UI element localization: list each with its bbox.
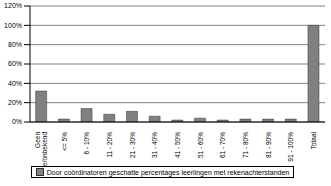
svg-text:41 - 50%: 41 - 50% [174, 132, 181, 158]
svg-text:71 - 80%: 71 - 80% [242, 132, 249, 158]
svg-text:100%: 100% [8, 22, 22, 29]
svg-text:20%: 20% [8, 99, 22, 106]
svg-text:<= 5%: <= 5% [61, 132, 68, 151]
svg-text:31 - 40%: 31 - 40% [151, 132, 158, 158]
svg-text:6 - 10%: 6 - 10% [83, 132, 90, 155]
svg-text:40%: 40% [8, 80, 22, 87]
svg-text:91 - 100%: 91 - 100% [287, 132, 294, 162]
svg-text:Geenidee/onbekend: Geenidee/onbekend [34, 132, 48, 175]
html-text:Door coördinatoren geschatte p: Door coördinatoren geschatte percentages… [46, 168, 290, 176]
svg-text:61 - 70%: 61 - 70% [219, 132, 226, 158]
svg-text:21 - 30%: 21 - 30% [129, 132, 136, 158]
svg-text:0%: 0% [12, 118, 22, 125]
svg-text:51 - 60%: 51 - 60% [197, 132, 204, 158]
svg-text:Totaal: Totaal [310, 131, 317, 149]
svg-text:81 - 90%: 81 - 90% [265, 132, 272, 158]
svg-text:120%: 120% [8, 2, 22, 9]
svg-text:80%: 80% [8, 41, 22, 48]
svg-text:60%: 60% [8, 60, 22, 67]
svg-text:11 - 20%: 11 - 20% [106, 132, 113, 158]
